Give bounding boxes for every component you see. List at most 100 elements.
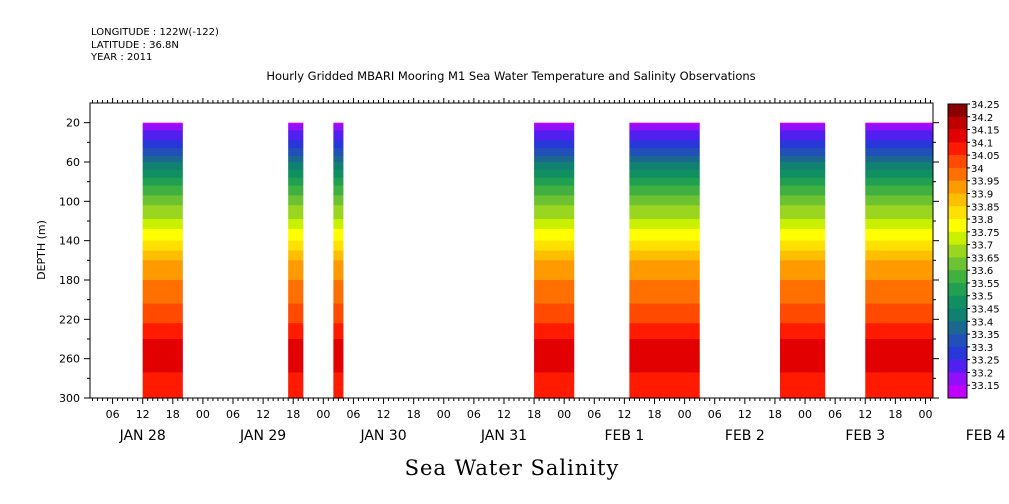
salinity-cell: [865, 250, 933, 254]
salinity-cell: [865, 394, 933, 397]
salinity-cell: [333, 193, 344, 197]
salinity-cell: [333, 282, 344, 285]
salinity-cell: [629, 384, 700, 387]
salinity-cell: [534, 164, 575, 167]
salinity-cell: [288, 313, 304, 316]
salinity-cell: [629, 333, 700, 336]
salinity-cell: [534, 260, 575, 263]
salinity-cell: [534, 181, 575, 185]
colorbar-label: 33.35: [971, 330, 1000, 341]
salinity-cell: [780, 370, 826, 374]
colorbar-label: 33.4: [971, 317, 993, 328]
salinity-cell: [865, 392, 933, 395]
salinity-cell: [534, 217, 575, 220]
salinity-cell: [333, 311, 344, 315]
salinity-cell: [780, 199, 826, 202]
salinity-cell: [629, 177, 700, 181]
salinity-cell: [780, 132, 826, 136]
salinity-cell: [534, 392, 575, 395]
y-tick-label: 260: [59, 353, 80, 366]
salinity-cell: [534, 262, 575, 265]
salinity-cell: [288, 132, 304, 136]
salinity-cell: [865, 160, 933, 163]
salinity-cell: [534, 183, 575, 187]
salinity-cell: [142, 217, 183, 220]
salinity-cell: [534, 376, 575, 379]
salinity-cell: [288, 366, 304, 370]
salinity-cell: [780, 321, 826, 324]
salinity-cell: [534, 380, 575, 383]
salinity-cell: [333, 213, 344, 216]
salinity-cell: [865, 315, 933, 318]
salinity-cell: [629, 217, 700, 220]
salinity-cell: [288, 140, 304, 143]
salinity-cell: [865, 382, 933, 385]
salinity-cell: [142, 256, 183, 259]
salinity-cell: [288, 274, 304, 277]
salinity-cell: [288, 181, 304, 185]
salinity-cell: [288, 160, 304, 163]
salinity-cell: [288, 146, 304, 149]
salinity-cell: [142, 264, 183, 267]
salinity-cell: [142, 260, 183, 263]
salinity-cell: [780, 232, 826, 236]
salinity-cell: [534, 209, 575, 212]
salinity-cell: [333, 392, 344, 395]
salinity-cell: [288, 276, 304, 279]
salinity-cell: [865, 138, 933, 141]
salinity-cell: [629, 234, 700, 238]
salinity-cell: [142, 360, 183, 364]
salinity-cell: [534, 240, 575, 244]
salinity-cell: [780, 276, 826, 279]
salinity-cell: [534, 185, 575, 189]
salinity-cell: [865, 185, 933, 189]
salinity-cell: [865, 152, 933, 155]
salinity-cell: [629, 232, 700, 236]
salinity-cell: [629, 291, 700, 295]
salinity-cell: [865, 370, 933, 374]
salinity-cell: [629, 173, 700, 177]
salinity-cell: [629, 374, 700, 377]
salinity-cell: [534, 148, 575, 151]
salinity-cell: [865, 317, 933, 320]
colorbar-swatch: [948, 244, 967, 258]
salinity-cell: [534, 219, 575, 222]
salinity-cell: [142, 268, 183, 271]
salinity-cell: [333, 142, 344, 145]
salinity-cell: [534, 360, 575, 364]
salinity-cell: [629, 321, 700, 324]
salinity-cell: [865, 313, 933, 316]
salinity-cell: [780, 226, 826, 230]
salinity-cell: [288, 323, 304, 326]
salinity-cell: [780, 262, 826, 265]
salinity-cell: [142, 309, 183, 313]
salinity-cell: [534, 207, 575, 210]
salinity-cell: [865, 266, 933, 269]
salinity-cell: [865, 140, 933, 143]
salinity-cell: [142, 323, 183, 326]
salinity-cell: [142, 331, 183, 334]
salinity-cell: [629, 144, 700, 147]
salinity-cell: [629, 329, 700, 332]
salinity-cell: [780, 140, 826, 143]
salinity-cell: [288, 301, 304, 305]
salinity-cell: [288, 342, 304, 346]
salinity-cell: [142, 380, 183, 383]
salinity-cell: [780, 148, 826, 151]
salinity-cell: [534, 234, 575, 238]
salinity-cell: [333, 140, 344, 143]
salinity-cell: [142, 390, 183, 393]
salinity-cell: [333, 372, 344, 375]
salinity-cell: [780, 207, 826, 210]
salinity-cell: [288, 169, 304, 173]
salinity-cell: [534, 154, 575, 157]
salinity-cell: [142, 305, 183, 309]
salinity-cell: [629, 128, 700, 132]
salinity-cell: [288, 207, 304, 210]
salinity-cell: [629, 223, 700, 226]
salinity-cell: [780, 152, 826, 155]
salinity-cell: [288, 124, 304, 128]
salinity-cell: [629, 150, 700, 153]
salinity-cell: [780, 242, 826, 246]
salinity-cell: [288, 171, 304, 175]
